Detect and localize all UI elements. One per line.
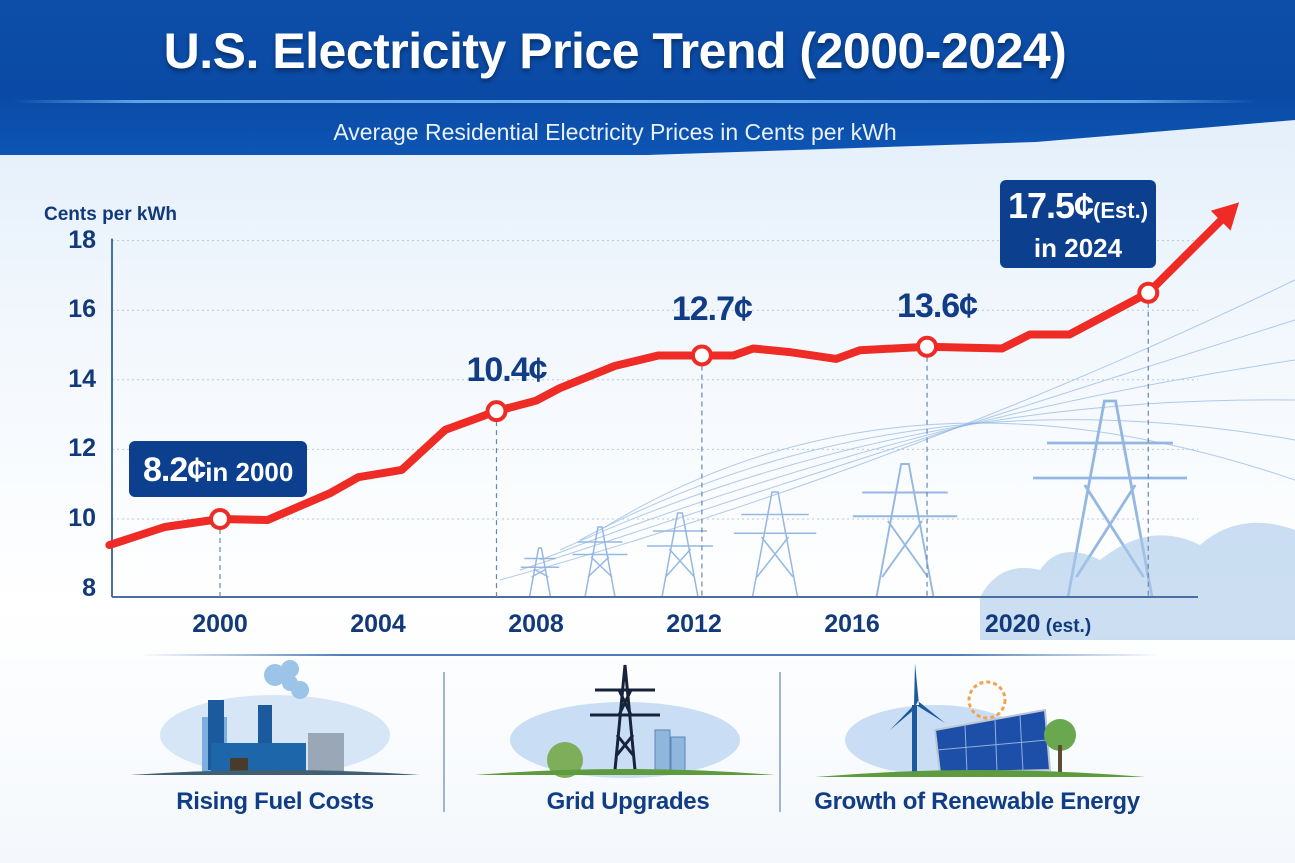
y-tick-label: 14 — [68, 364, 96, 393]
power-line — [539, 359, 1295, 561]
power-line — [499, 279, 1295, 581]
panel-separator — [443, 672, 445, 812]
power-line — [579, 419, 1295, 541]
panel-label-grid: Grid Upgrades — [546, 788, 710, 815]
data-point-marker — [690, 344, 713, 367]
pylon-icon — [733, 491, 817, 598]
power-line — [599, 422, 1295, 531]
wind-solar-icon — [815, 663, 1145, 777]
marker-drop-lines — [219, 302, 1149, 597]
x-tick-year: 2004 — [350, 610, 406, 638]
annotation-2000-value: 8.2¢ — [143, 451, 206, 489]
annotation-2000: 8.2¢in 2000 — [129, 441, 308, 497]
x-tick-label: 2004 — [350, 610, 406, 639]
section-divider — [140, 654, 1160, 656]
x-tick-label: 2008 — [508, 610, 564, 639]
annotation-2024-note: (Est.) — [1093, 198, 1149, 223]
y-tick-label: 10 — [68, 504, 96, 532]
annotation-2007: 10.4¢ — [466, 351, 547, 390]
trend-arrowhead — [1210, 202, 1240, 231]
x-tick-note: (est.) — [1040, 616, 1092, 637]
transmission-tower-icon — [475, 664, 775, 778]
y-tick-label: 12 — [68, 434, 96, 463]
series — [105, 202, 1240, 550]
data-point-marker — [209, 508, 231, 530]
panel-label-fuel: Rising Fuel Costs — [176, 788, 374, 815]
factory-icon — [130, 660, 420, 775]
header-divider — [12, 100, 1257, 103]
pylon-icon — [520, 547, 560, 598]
data-point-marker — [1137, 281, 1160, 304]
page-title: U.S. Electricity Price Trend (2000-2024) — [163, 23, 1067, 79]
pylon-icon — [647, 512, 713, 598]
annotation-2018: 13.6¢ — [897, 286, 978, 325]
x-tick-year: 2000 — [192, 610, 248, 638]
pylon-icon — [572, 526, 628, 598]
page-subtitle: Average Residential Electricity Prices i… — [333, 119, 897, 145]
price-line — [105, 216, 1225, 550]
x-tick-year: 2020 — [984, 610, 1041, 638]
panel-separator — [779, 672, 781, 812]
tree-silhouette — [980, 522, 1295, 640]
x-tick-label: 2016 — [824, 610, 880, 639]
x-tick-year: 2012 — [666, 610, 722, 638]
y-tick-label: 18 — [68, 225, 96, 254]
power-line — [559, 399, 1295, 551]
header-banner — [0, 0, 1295, 155]
annotation-2024-text: in 2024 — [1033, 233, 1123, 263]
y-axis-label: Cents per kWh — [44, 204, 178, 225]
x-tick-year: 2016 — [824, 610, 880, 638]
annotation-2012: 12.7¢ — [671, 290, 753, 329]
annotation-2000-text: in 2000 — [205, 457, 294, 487]
axes — [111, 238, 1198, 598]
pylon-icon — [1033, 399, 1187, 598]
y-tick-label: 16 — [68, 295, 96, 324]
power-line — [519, 319, 1295, 571]
x-tick-label: 2020 (est.) — [985, 610, 1091, 639]
markers — [209, 281, 1160, 530]
y-tick-label: 8 — [82, 573, 96, 602]
x-tick-year: 2008 — [508, 610, 564, 638]
pylon-icon — [852, 463, 958, 598]
data-point-marker — [485, 400, 508, 423]
pylon-illustrations — [499, 279, 1295, 640]
x-tick-label: 2012 — [666, 610, 722, 639]
data-point-marker — [916, 335, 939, 358]
panel-label-renewable: Growth of Renewable Energy — [814, 788, 1140, 815]
annotation-2024-value: 17.5¢ — [1007, 185, 1094, 226]
x-tick-label: 2000 — [192, 610, 248, 639]
annotation-2024: 17.5¢(Est.) in 2024 — [1000, 180, 1156, 268]
